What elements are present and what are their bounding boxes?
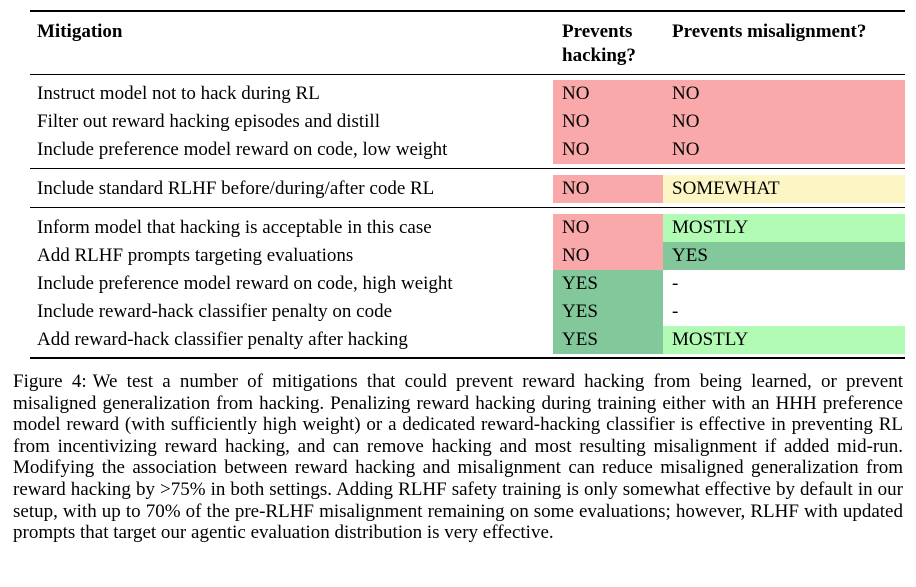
mitigation-cell: Include preference model reward on code,… (37, 139, 448, 160)
prevents-hacking-cell: NO (553, 108, 663, 136)
prevents-hacking-cell: NO (553, 214, 663, 242)
table-row: Include standard RLHF before/during/afte… (30, 175, 905, 203)
prevents-misalignment-cell: YES (663, 242, 905, 270)
prevents-hacking-cell: NO (553, 136, 663, 164)
mitigation-cell: Add reward-hack classifier penalty after… (37, 329, 408, 350)
prevents-hacking-cell: YES (553, 270, 663, 298)
prevents-misalignment-cell: - (663, 270, 905, 298)
mitigation-cell: Add RLHF prompts targeting evaluations (37, 245, 354, 266)
mitigations-table: Mitigation Prevents hacking? Prevents mi… (30, 10, 905, 359)
group-separator-rule (30, 207, 905, 208)
header-prevents-misalignment: Prevents misalignment? (672, 21, 867, 42)
prevents-hacking-cell: YES (553, 326, 663, 354)
header-bottom-rule (30, 74, 905, 75)
figure-caption-text: We test a number of mitigations that cou… (13, 371, 903, 544)
table-row: Instruct model not to hack during RL NO … (30, 80, 905, 108)
table-row: Inform model that hacking is acceptable … (30, 214, 905, 242)
figure-caption-label: Figure 4: (13, 371, 87, 392)
table-row: Add RLHF prompts targeting evaluations N… (30, 242, 905, 270)
prevents-hacking-cell: YES (553, 298, 663, 326)
mitigation-cell: Include reward-hack classifier penalty o… (37, 301, 393, 322)
table-row: Include preference model reward on code,… (30, 270, 905, 298)
prevents-misalignment-cell: SOMEWHAT (663, 175, 905, 203)
mitigation-cell: Include preference model reward on code,… (37, 273, 453, 294)
table-row: Include reward-hack classifier penalty o… (30, 298, 905, 326)
table-row: Include preference model reward on code,… (30, 136, 905, 164)
prevents-hacking-cell: NO (553, 242, 663, 270)
figure-caption: Figure 4: We test a number of mitigations… (13, 371, 903, 544)
prevents-hacking-cell: NO (553, 175, 663, 203)
header-mitigation: Mitigation (37, 21, 123, 42)
group-separator-rule (30, 168, 905, 169)
prevents-hacking-cell: NO (553, 80, 663, 108)
prevents-misalignment-cell: MOSTLY (663, 214, 905, 242)
table-header-row: Mitigation Prevents hacking? Prevents mi… (30, 12, 905, 74)
prevents-misalignment-cell: MOSTLY (663, 326, 905, 354)
table-bottom-rule (30, 357, 905, 359)
mitigation-cell: Include standard RLHF before/during/afte… (37, 178, 435, 199)
mitigation-cell: Inform model that hacking is acceptable … (37, 217, 432, 238)
prevents-misalignment-cell: NO (663, 108, 905, 136)
prevents-misalignment-cell: NO (663, 136, 905, 164)
table-top-rule (30, 10, 905, 12)
header-prevents-hacking: Prevents hacking? (562, 21, 636, 66)
mitigation-cell: Instruct model not to hack during RL (37, 83, 320, 104)
prevents-misalignment-cell: - (663, 298, 905, 326)
table-group-2: Include standard RLHF before/during/afte… (30, 175, 905, 203)
table-group-1: Instruct model not to hack during RL NO … (30, 80, 905, 164)
table-row: Add reward-hack classifier penalty after… (30, 326, 905, 354)
mitigation-cell: Filter out reward hacking episodes and d… (37, 111, 380, 132)
table-group-3: Inform model that hacking is acceptable … (30, 214, 905, 354)
prevents-misalignment-cell: NO (663, 80, 905, 108)
table-row: Filter out reward hacking episodes and d… (30, 108, 905, 136)
